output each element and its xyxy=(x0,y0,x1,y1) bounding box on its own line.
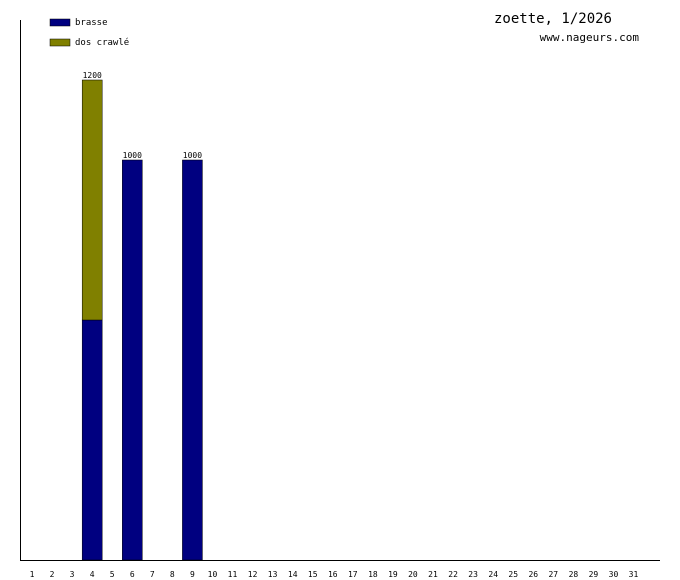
bar-segment xyxy=(81,319,103,561)
bar-segment xyxy=(122,159,143,561)
x-tick-label: 25 xyxy=(508,570,518,579)
bars xyxy=(81,79,203,561)
bar-total-label: 1000 xyxy=(123,151,142,160)
x-tick-label: 27 xyxy=(548,570,558,579)
x-tick-label: 19 xyxy=(388,570,398,579)
legend: brasse dos crawlé xyxy=(49,18,129,48)
x-tick-label: 9 xyxy=(190,570,195,579)
x-tick-label: 2 xyxy=(50,570,55,579)
x-tick-label: 31 xyxy=(629,570,639,579)
x-tick-label: 28 xyxy=(569,570,579,579)
x-tick-label: 8 xyxy=(170,570,175,579)
x-tick-label: 21 xyxy=(428,570,438,579)
x-tick-label: 16 xyxy=(328,570,338,579)
x-tick-label: 10 xyxy=(208,570,218,579)
legend-swatch-dos-crawle xyxy=(49,38,71,47)
x-tick-label: 26 xyxy=(528,570,538,579)
x-tick-label: 7 xyxy=(150,570,155,579)
bar-total-label: 1000 xyxy=(183,151,202,160)
bar-labels: 1200 1000 1000 xyxy=(83,71,203,160)
x-tick-label: 30 xyxy=(609,570,619,579)
bar-segment xyxy=(182,159,203,561)
x-tick-labels: 1 2 3 4 5 6 7 8 9 10 11 12 13 14 15 16 17 18 19 20 21 22 23 24 2… xyxy=(30,570,639,579)
bar-segment xyxy=(81,79,103,321)
x-tick-label: 23 xyxy=(468,570,478,579)
legend-label-brasse: brasse xyxy=(75,18,108,28)
x-tick-label: 17 xyxy=(348,570,358,579)
x-tick-label: 4 xyxy=(90,570,95,579)
x-tick-label: 14 xyxy=(288,570,298,579)
x-tick-label: 1 xyxy=(30,570,35,579)
x-tick-label: 18 xyxy=(368,570,378,579)
chart-subtitle: www.nageurs.com xyxy=(540,31,640,44)
x-tick-label: 5 xyxy=(110,570,115,579)
x-tick-label: 22 xyxy=(448,570,458,579)
x-tick-label: 24 xyxy=(488,570,498,579)
x-tick-label: 29 xyxy=(589,570,599,579)
x-tick-label: 11 xyxy=(228,570,238,579)
bar-total-label: 1200 xyxy=(83,71,102,80)
x-tick-label: 13 xyxy=(268,570,278,579)
x-tick-label: 3 xyxy=(70,570,75,579)
legend-label-dos-crawle: dos crawlé xyxy=(75,37,129,48)
x-tick-label: 15 xyxy=(308,570,318,579)
chart-title: zoette, 1/2026 xyxy=(494,11,612,27)
x-tick-label: 12 xyxy=(248,570,258,579)
x-tick-label: 6 xyxy=(130,570,135,579)
legend-swatch-brasse xyxy=(49,18,71,27)
x-tick-label: 20 xyxy=(408,570,418,579)
